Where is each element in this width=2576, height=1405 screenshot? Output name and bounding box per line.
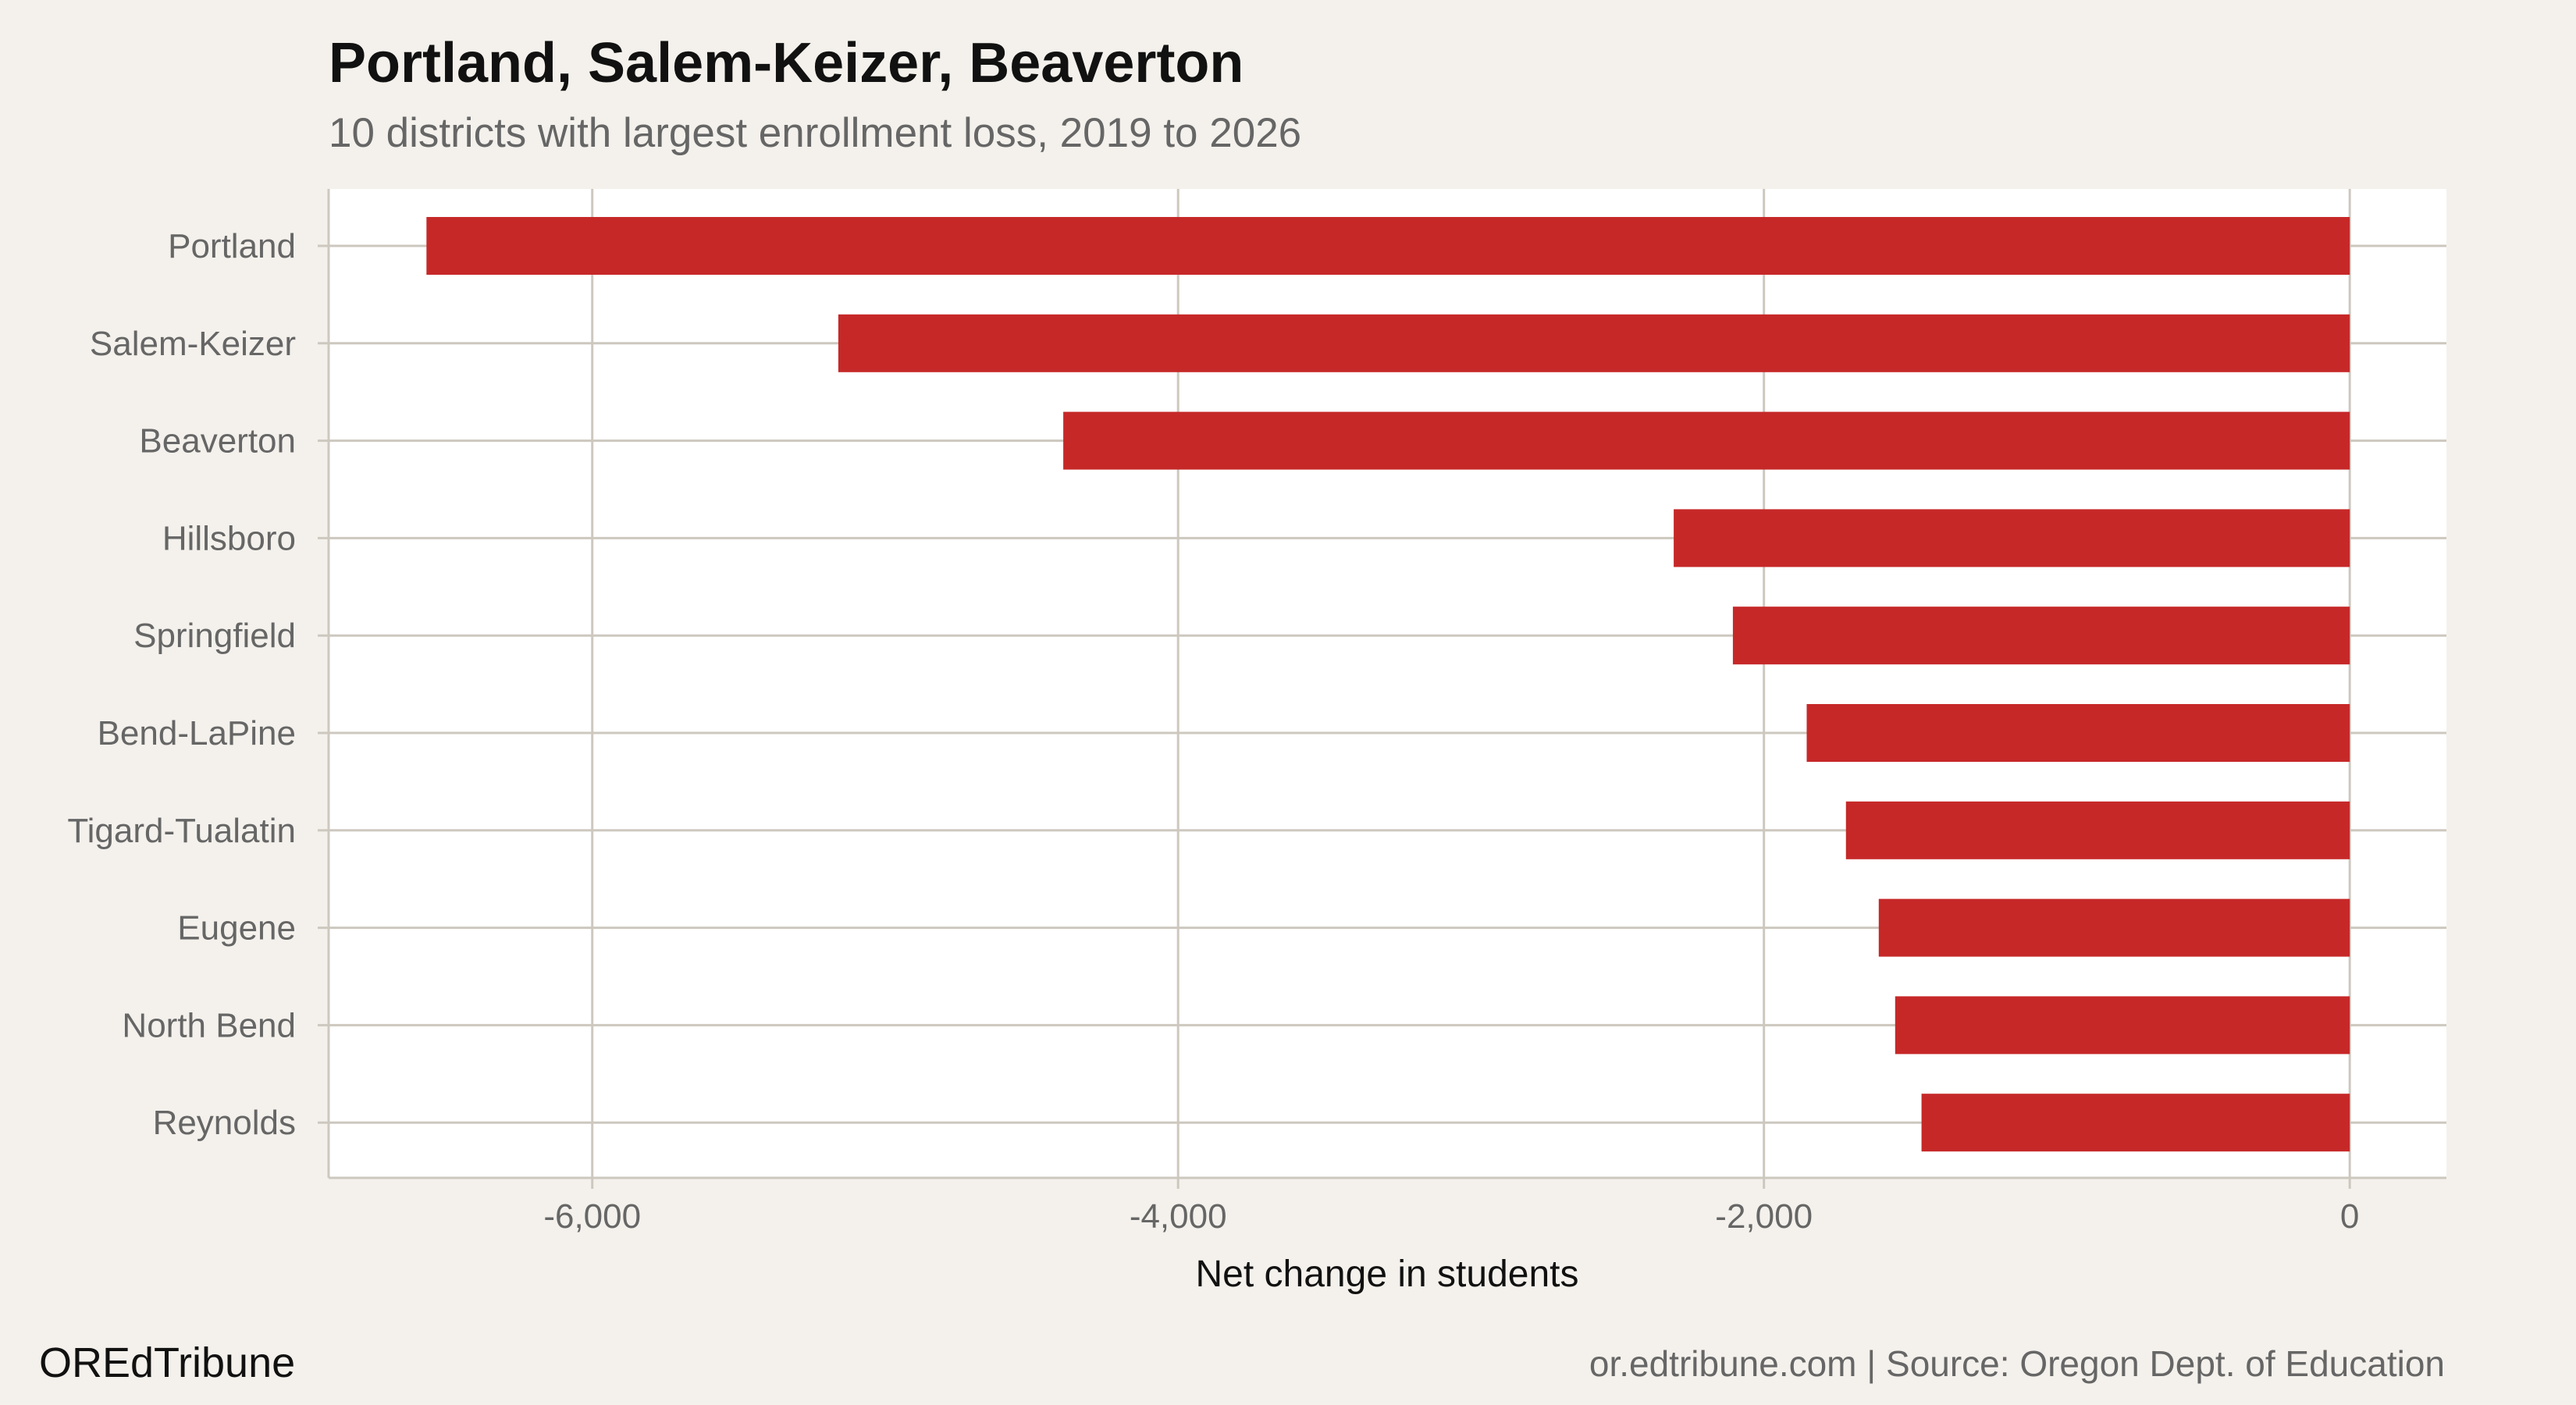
category-label: Beaverton: [139, 422, 296, 461]
bar-salem-keizer: [838, 314, 2350, 372]
chart-title: Portland, Salem-Keizer, Beaverton: [329, 32, 1244, 94]
x-axis-title: Net change in students: [1196, 1254, 1579, 1295]
category-label: Springfield: [133, 617, 296, 655]
category-label: Bend-LaPine: [98, 714, 296, 752]
category-label: North Bend: [122, 1006, 296, 1044]
bar-beaverton: [1063, 411, 2350, 470]
x-tick-label: 0: [2340, 1197, 2359, 1236]
category-label: Reynolds: [153, 1104, 296, 1142]
category-label: Portland: [168, 227, 296, 265]
brand-logo-text: OREdTribune: [39, 1339, 296, 1386]
chart-subtitle: 10 districts with largest enrollment los…: [329, 110, 1302, 156]
category-labels: Portland Salem-Keizer Beaverton Hillsboro Sp…: [67, 227, 296, 1142]
bars: [426, 217, 2350, 1152]
bar-tigard-tualatin: [1845, 801, 2350, 859]
bar-hillsboro: [1674, 509, 2350, 567]
bar-eugene: [1878, 898, 2350, 957]
x-tick-labels: -6,000 -4,000 -2,000 0: [543, 1197, 2359, 1236]
x-tick-label: -2,000: [1715, 1197, 1813, 1236]
bar-reynolds: [1921, 1094, 2350, 1152]
bar-portland: [426, 217, 2350, 275]
x-tick-label: -6,000: [543, 1197, 641, 1236]
bar-north-bend: [1895, 996, 2350, 1055]
category-label: Hillsboro: [162, 519, 296, 557]
category-label: Tigard-Tualatin: [67, 812, 296, 850]
bar-bend-lapine: [1806, 704, 2350, 762]
category-label: Salem-Keizer: [90, 325, 296, 363]
x-tick-label: -4,000: [1130, 1197, 1227, 1236]
category-label: Eugene: [177, 909, 296, 948]
bar-springfield: [1732, 606, 2350, 665]
source-note: or.edtribune.com | Source: Oregon Dept. …: [1589, 1343, 2445, 1384]
